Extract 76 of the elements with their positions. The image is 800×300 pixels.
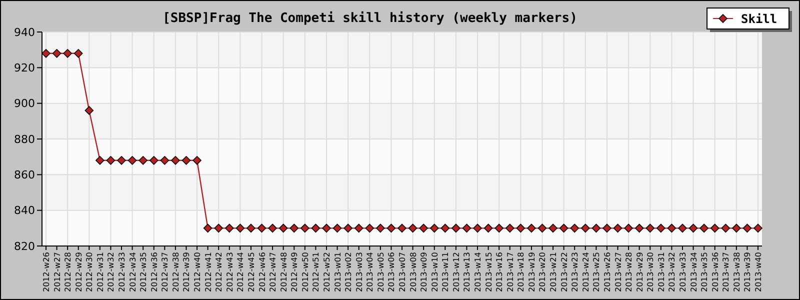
legend-label: Skill bbox=[741, 12, 778, 26]
x-tick-label: 2013-w19 bbox=[527, 252, 536, 292]
x-tick-label: 2012-w43 bbox=[225, 252, 234, 292]
x-tick-label: 2013-w09 bbox=[420, 252, 429, 292]
x-tick-label: 2012-w48 bbox=[279, 252, 288, 292]
x-tick-label: 2013-w03 bbox=[354, 252, 364, 292]
x-tick-label: 2013-w31 bbox=[656, 252, 666, 292]
x-tick-label: 2012-w35 bbox=[139, 252, 148, 292]
x-tick-label: 2013-w20 bbox=[538, 252, 548, 292]
x-tick-label: 2013-w14 bbox=[474, 252, 483, 292]
x-tick-label: 2012-w37 bbox=[160, 252, 170, 292]
x-tick-label: 2013-w06 bbox=[387, 252, 396, 292]
chart-title: [SBSP]Frag The Competi skill history (weekly markers) bbox=[162, 11, 578, 26]
x-tick-label: 2013-w36 bbox=[710, 252, 720, 292]
x-tick-label: 2012-w34 bbox=[128, 252, 138, 292]
y-tick-label: 820 bbox=[14, 240, 35, 253]
y-tick-label: 900 bbox=[14, 97, 35, 110]
x-tick-label: 2012-w40 bbox=[193, 252, 202, 292]
x-tick-label: 2012-w47 bbox=[268, 252, 278, 292]
x-tick-label: 2013-w40 bbox=[754, 252, 763, 292]
x-tick-label: 2013-w08 bbox=[408, 252, 418, 292]
x-tick-label: 2012-w51 bbox=[312, 252, 321, 292]
x-tick-label: 2013-w21 bbox=[549, 252, 558, 292]
x-tick-label: 2013-w34 bbox=[689, 252, 698, 292]
x-tick-label: 2013-w17 bbox=[506, 252, 515, 292]
x-tick-label: 2013-w22 bbox=[560, 252, 569, 292]
y-tick-label: 860 bbox=[14, 168, 35, 182]
x-tick-label: 2013-w26 bbox=[602, 252, 612, 292]
x-tick-label: 2013-w24 bbox=[581, 252, 590, 292]
x-tick-label: 2013-w35 bbox=[700, 252, 710, 292]
x-tick-label: 2013-w10 bbox=[430, 252, 440, 292]
x-tick-label: 2013-w27 bbox=[614, 252, 623, 292]
y-tick-label: 840 bbox=[14, 204, 35, 218]
x-tick-label: 2012-w44 bbox=[236, 252, 246, 292]
x-tick-label: 2013-w04 bbox=[366, 252, 375, 292]
x-tick-label: 2013-w05 bbox=[376, 252, 386, 292]
x-tick-label: 2012-w38 bbox=[171, 252, 180, 292]
x-tick-label: 2013-w16 bbox=[495, 252, 504, 292]
x-tick-label: 2013-w07 bbox=[398, 252, 407, 292]
x-tick-label: 2012-w30 bbox=[85, 252, 94, 292]
x-tick-label: 2013-w01 bbox=[333, 252, 342, 292]
x-tick-label: 2013-w39 bbox=[743, 252, 752, 292]
x-tick-label: 2013-w25 bbox=[592, 252, 602, 292]
x-tick-label: 2012-w28 bbox=[64, 252, 73, 292]
x-tick-label: 2013-w11 bbox=[441, 252, 450, 292]
x-tick-label: 2012-w36 bbox=[150, 252, 159, 292]
x-tick-label: 2012-w33 bbox=[118, 252, 127, 292]
x-tick-label: 2012-w41 bbox=[204, 252, 213, 292]
x-tick-label: 2012-w46 bbox=[258, 252, 267, 292]
y-tick-label: 920 bbox=[14, 62, 35, 75]
x-tick-label: 2013-w13 bbox=[462, 252, 472, 292]
x-tick-label: 2013-w37 bbox=[722, 252, 731, 292]
x-tick-label: 2013-w29 bbox=[635, 252, 644, 292]
x-tick-label: 2012-w31 bbox=[96, 252, 105, 292]
y-tick-label: 940 bbox=[14, 26, 35, 39]
x-tick-label: 2012-w52 bbox=[322, 252, 332, 292]
x-tick-label: 2013-w02 bbox=[344, 252, 354, 292]
x-tick-label: 2013-w23 bbox=[570, 252, 580, 292]
x-tick-label: 2013-w18 bbox=[516, 252, 526, 292]
x-tick-label: 2013-w32 bbox=[668, 252, 677, 292]
x-tick-label: 2013-w12 bbox=[452, 252, 461, 292]
x-tick-label: 2013-w28 bbox=[624, 252, 634, 292]
x-tick-label: 2012-w32 bbox=[106, 252, 116, 292]
x-tick-label: 2012-w50 bbox=[300, 252, 310, 292]
x-tick-label: 2013-w30 bbox=[646, 252, 656, 292]
y-tick-label: 880 bbox=[14, 132, 35, 146]
x-tick-label: 2012-w26 bbox=[42, 252, 51, 292]
x-tick-label: 2012-w29 bbox=[74, 252, 84, 292]
x-tick-label: 2012-w39 bbox=[182, 252, 192, 292]
x-tick-label: 2012-w42 bbox=[214, 252, 224, 292]
x-tick-label: 2013-w15 bbox=[484, 252, 494, 292]
x-tick-label: 2012-w27 bbox=[52, 252, 62, 292]
x-tick-label: 2013-w33 bbox=[678, 252, 688, 292]
x-tick-label: 2012-w45 bbox=[246, 252, 256, 292]
x-tick-label: 2013-w38 bbox=[732, 252, 742, 292]
x-tick-label: 2012-w49 bbox=[290, 252, 300, 292]
